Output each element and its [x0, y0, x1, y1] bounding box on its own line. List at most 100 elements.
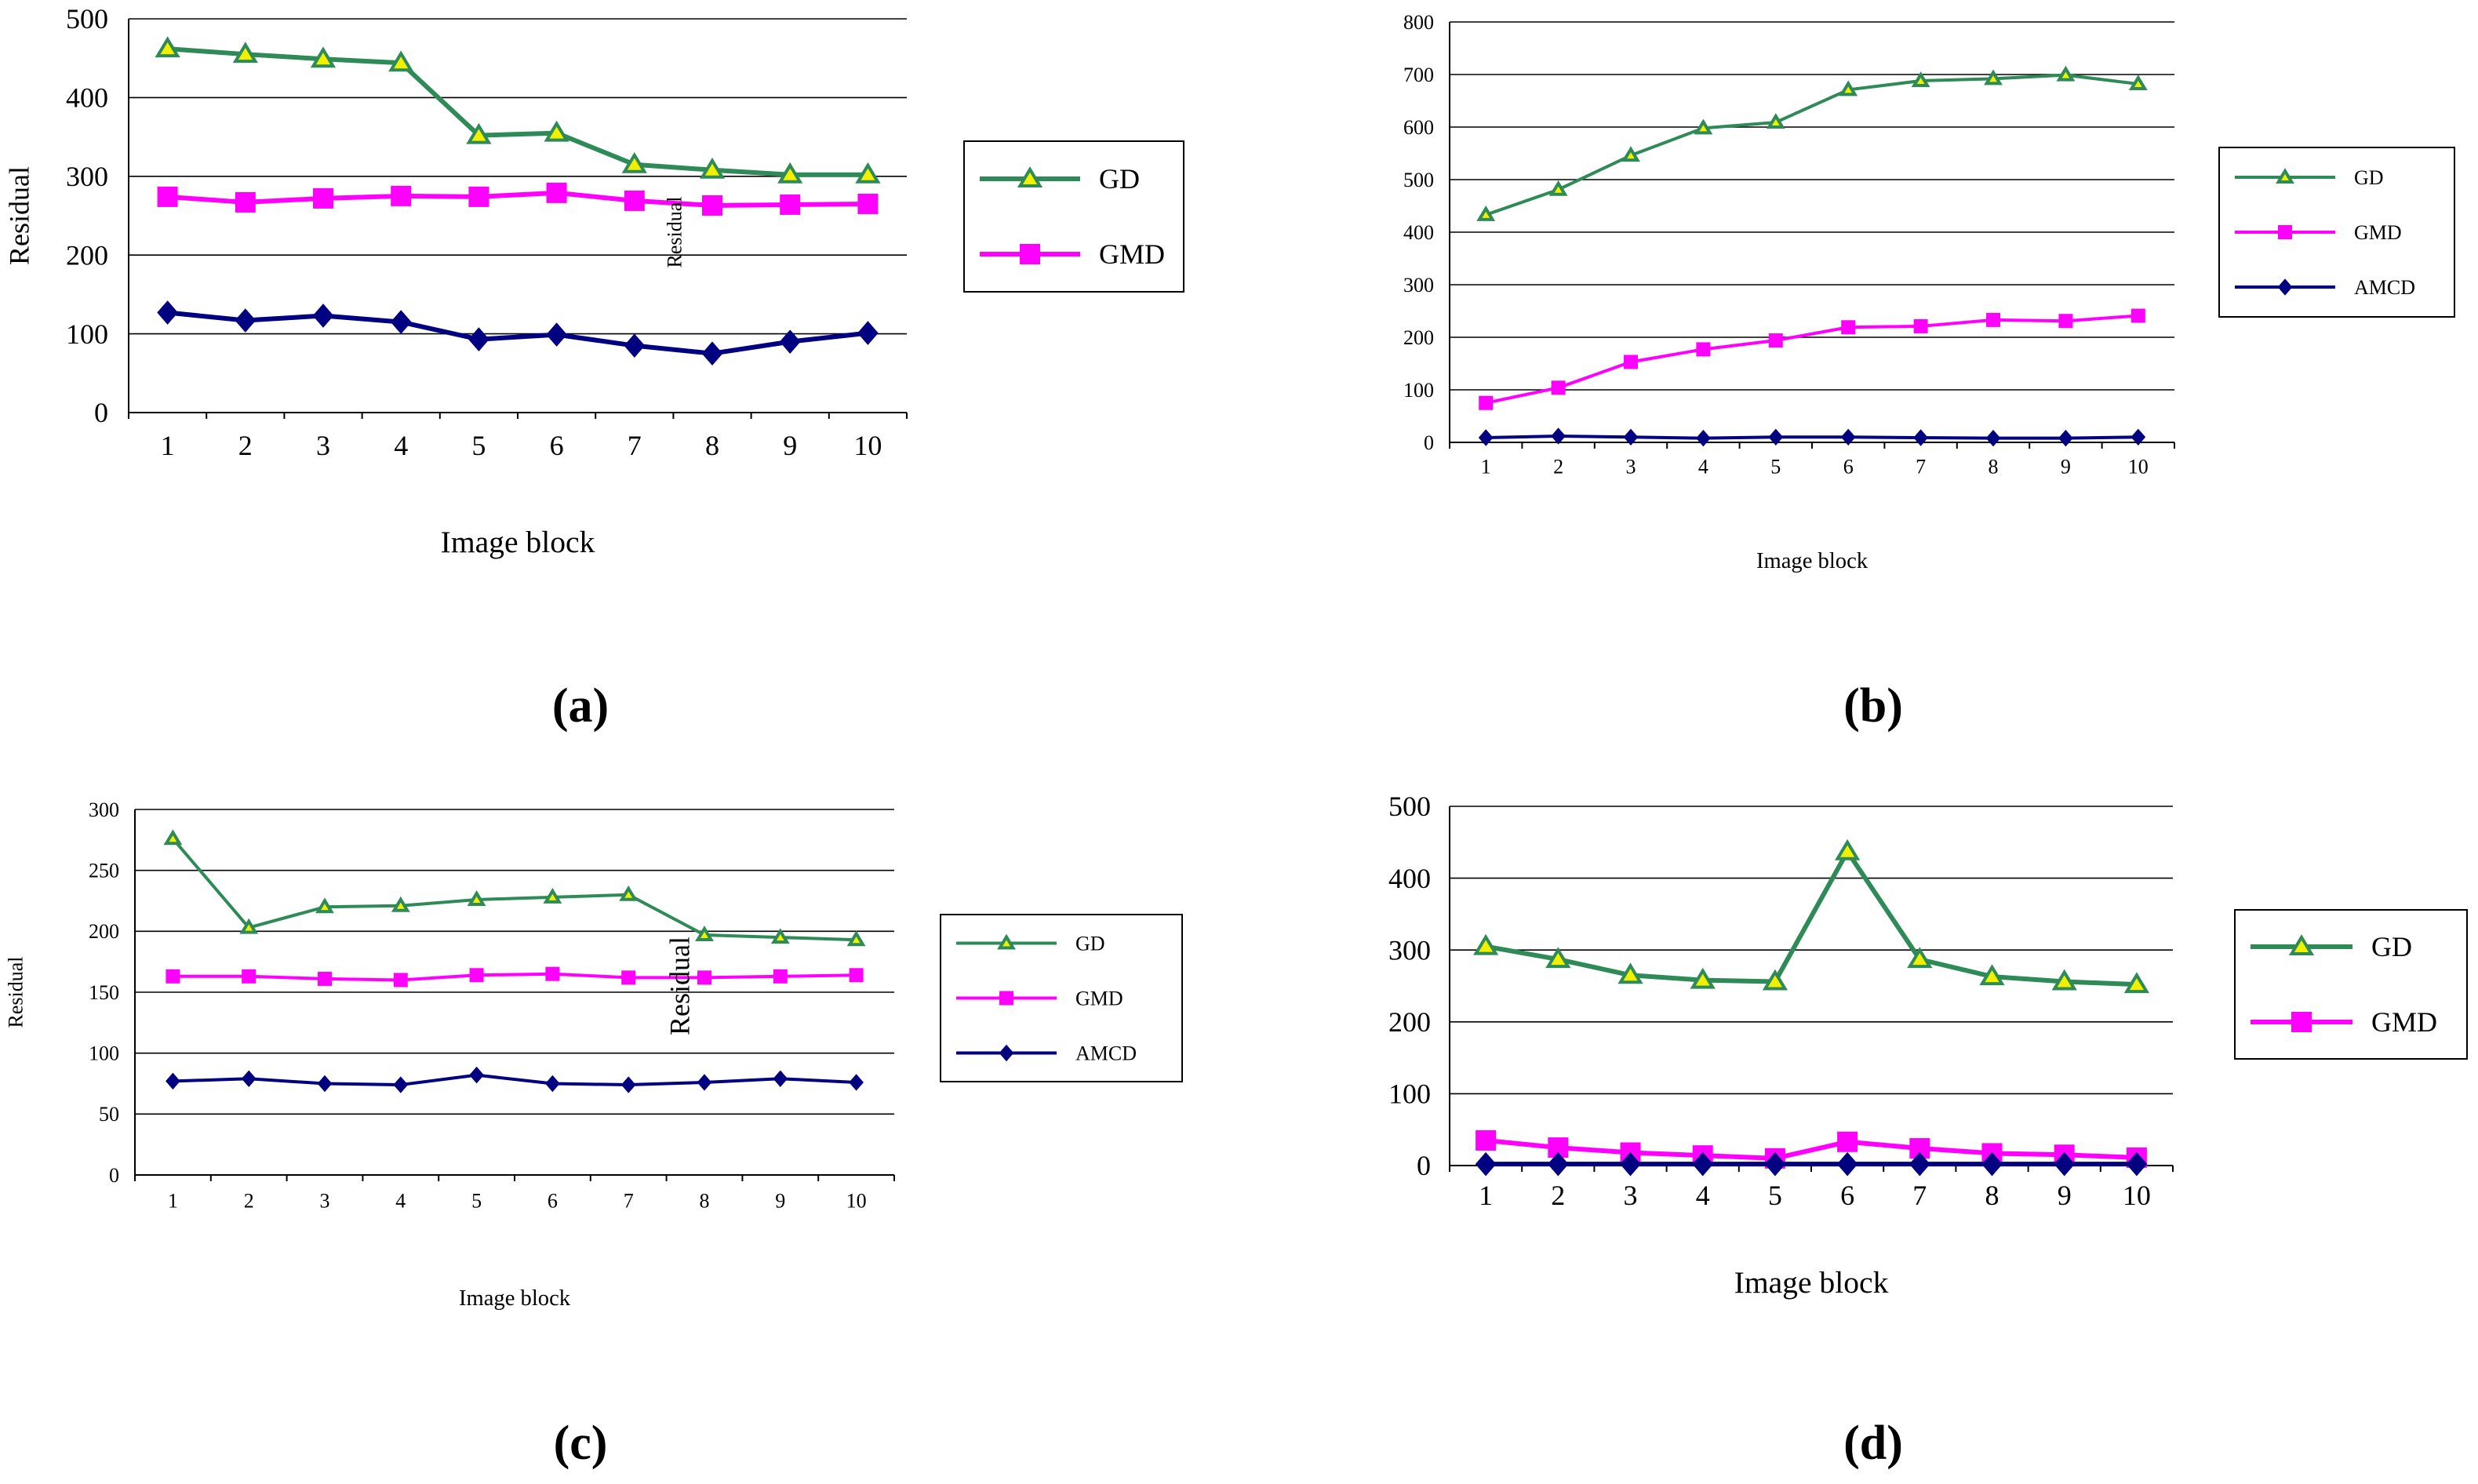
series-line-gmd	[1485, 314, 2138, 405]
data-point-amcd	[545, 1075, 560, 1093]
data-point-gd	[2123, 972, 2150, 994]
x-tick-label: 4	[395, 1189, 406, 1212]
y-tick-label: 100	[1388, 1078, 1431, 1110]
data-point-gd	[155, 36, 180, 58]
data-point-amcd	[1840, 428, 1856, 446]
data-point-amcd	[2054, 1151, 2076, 1177]
data-point-gd	[232, 42, 258, 64]
data-point-amcd	[2130, 428, 2146, 446]
y-tick-label: 300	[1403, 274, 1434, 296]
data-point-gd	[310, 46, 337, 68]
data-point-gmd	[697, 970, 711, 985]
legend-marker-amcd	[999, 1044, 1014, 1062]
series-line-gmd	[1485, 1137, 2138, 1161]
x-tick-label: 1	[168, 1189, 178, 1212]
data-point-gd	[1548, 180, 1568, 196]
data-point-gd	[1979, 964, 2005, 986]
data-point-gd	[466, 122, 492, 144]
x-tick-label: 5	[1770, 455, 1781, 478]
data-point-amcd	[312, 304, 334, 328]
y-tick-label: 300	[66, 161, 108, 192]
legend-box	[2234, 909, 2468, 1060]
data-point-gd	[1545, 947, 1571, 969]
data-point-amcd	[1913, 429, 1928, 446]
data-point-gd	[2128, 75, 2148, 91]
x-tick-label: 10	[846, 1189, 867, 1212]
data-point-amcd	[1475, 1151, 1497, 1177]
y-tick-label: 500	[66, 3, 108, 35]
data-point-gd	[467, 890, 486, 906]
data-point-gd	[544, 120, 569, 142]
data-point-amcd	[469, 1066, 484, 1084]
data-point-gd	[2051, 969, 2077, 991]
legend-marker-gd	[997, 933, 1016, 950]
data-point-gd	[846, 930, 866, 947]
data-point-gd	[619, 885, 639, 901]
data-point-gmd	[1479, 395, 1494, 410]
legend-marker-gd	[2288, 934, 2315, 955]
legend-label-gd: GD	[2354, 166, 2384, 189]
legend-marker-gd	[1017, 166, 1043, 187]
data-point-gd	[239, 918, 259, 934]
data-point-gmd	[1551, 380, 1566, 395]
series-line-gmd	[173, 972, 857, 982]
chart-panel-b: 0 100 200 300 400 500 600 700 800 1 2 3 4 5 6 7 8 9 10 Resi…	[663, 11, 2455, 733]
x-tick-label: 3	[320, 1189, 330, 1212]
data-point-amcd	[624, 333, 646, 358]
legend-label-gmd: GMD	[2371, 1006, 2437, 1038]
panel-label: (d)	[1843, 1417, 1903, 1470]
data-point-amcd	[1836, 1151, 1858, 1177]
legend-marker-gmd	[1020, 244, 1040, 264]
x-tick-label: 8	[700, 1189, 710, 1212]
data-point-amcd	[1623, 428, 1639, 446]
y-tick-label: 0	[1424, 431, 1434, 454]
data-point-gmd	[2058, 314, 2073, 329]
y-tick-label: 800	[1403, 11, 1434, 34]
data-point-amcd	[393, 1076, 409, 1093]
y-tick-label: 50	[99, 1103, 119, 1126]
x-tick-label: 2	[244, 1189, 254, 1212]
data-point-gmd	[545, 966, 560, 981]
y-axis-title: Residual	[663, 197, 686, 268]
x-tick-label: 3	[1624, 1180, 1638, 1211]
x-tick-label: 6	[1843, 455, 1854, 478]
data-point-gmd	[546, 182, 567, 203]
x-tick-label: 6	[1840, 1180, 1854, 1211]
data-point-amcd	[1909, 1151, 1930, 1177]
x-tick-label: 5	[471, 430, 486, 461]
data-point-amcd	[1696, 429, 1711, 447]
data-point-amcd	[166, 1072, 180, 1090]
data-point-gd	[315, 897, 334, 914]
y-tick-label: 700	[1403, 64, 1434, 86]
x-tick-label: 4	[1698, 455, 1708, 478]
legend-label-amcd: AMCD	[2354, 276, 2415, 299]
data-point-gmd	[468, 186, 489, 207]
series-line-gd	[171, 837, 857, 942]
x-tick-label: 9	[2058, 1180, 2072, 1211]
x-tick-label: 2	[1553, 455, 1563, 478]
y-tick-label: 200	[89, 920, 119, 943]
data-point-amcd	[317, 1075, 333, 1093]
data-point-gd	[1621, 146, 1640, 162]
x-tick-label: 9	[2061, 455, 2071, 478]
x-tick-label: 7	[624, 1189, 634, 1212]
data-point-gd	[1476, 206, 1496, 221]
x-tick-label: 5	[471, 1189, 482, 1212]
data-point-amcd	[1551, 427, 1566, 445]
data-point-amcd	[546, 322, 567, 347]
x-axis-title: Image block	[1734, 1265, 1889, 1300]
data-point-gmd	[1696, 342, 1711, 357]
y-tick-label: 200	[1388, 1006, 1431, 1038]
series-line-amcd	[1486, 434, 2138, 440]
series-line-amcd	[167, 310, 868, 356]
data-point-gd	[1690, 967, 1716, 989]
data-point-gd	[1766, 113, 1785, 129]
y-axis-title: Residual	[4, 957, 27, 1028]
y-tick-label: 100	[66, 318, 108, 350]
y-tick-label: 0	[94, 397, 108, 428]
data-point-amcd	[1547, 1151, 1569, 1177]
data-point-gmd	[1476, 1129, 1497, 1151]
data-point-gmd	[242, 969, 257, 984]
data-point-amcd	[157, 300, 178, 325]
x-tick-label: 5	[1768, 1180, 1782, 1211]
